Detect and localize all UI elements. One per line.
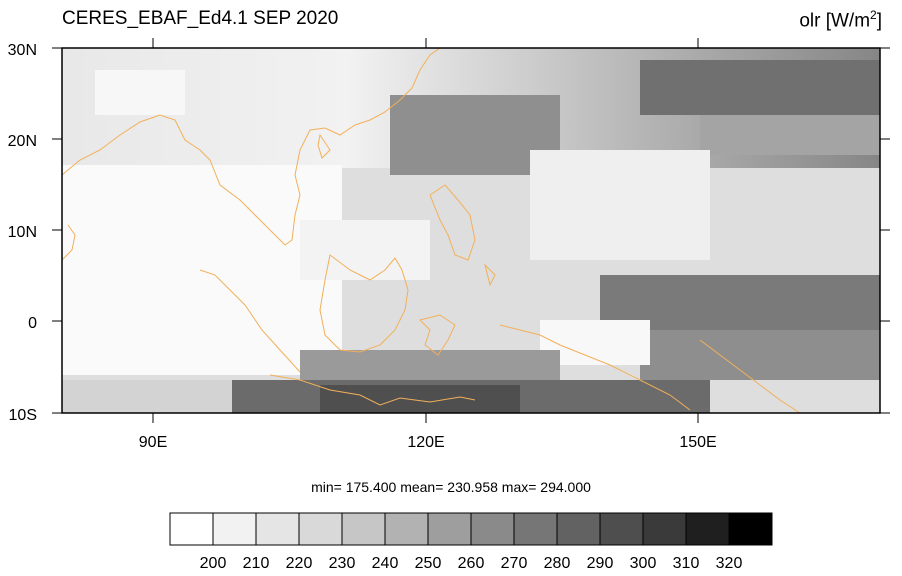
colorbar-swatch xyxy=(341,512,386,546)
colorbar-swatch xyxy=(255,512,300,546)
colorbar-label: 310 xyxy=(673,555,700,572)
colorbar-swatch xyxy=(556,512,601,546)
colorbar-label: 290 xyxy=(587,555,614,572)
colorbar-label: 260 xyxy=(458,555,485,572)
colorbar-label: 280 xyxy=(544,555,571,572)
colorbar-swatch xyxy=(513,512,558,546)
colorbar-swatch xyxy=(212,512,257,546)
lat-label: 10S xyxy=(9,407,37,424)
colorbar-swatch xyxy=(427,512,472,546)
map-title: CERES_EBAF_Ed4.1 SEP 2020 xyxy=(62,8,339,29)
colorbar-label: 250 xyxy=(415,555,442,572)
colorbar-label: 200 xyxy=(200,555,227,572)
lon-label: 150E xyxy=(679,434,716,451)
colorbar: 200 210 220 230 240 250 260 270 280 290 300 310 320 xyxy=(169,512,773,572)
colorbar-label: 220 xyxy=(286,555,313,572)
coastlines xyxy=(62,48,801,413)
colorbar-label: 270 xyxy=(501,555,528,572)
colorbar-swatch xyxy=(728,512,773,546)
colorbar-label: 320 xyxy=(716,555,743,572)
longitude-labels: 90E 120E 150E xyxy=(139,434,717,451)
statistics-line: min= 175.400 mean= 230.958 max= 294.000 xyxy=(311,479,591,495)
colorbar-swatch xyxy=(169,512,214,546)
lat-label: 10N xyxy=(8,224,37,241)
colorbar-label: 300 xyxy=(630,555,657,572)
latitude-labels: 30N 20N 10N 0 10S xyxy=(8,42,37,424)
lon-label: 90E xyxy=(139,434,167,451)
map-area xyxy=(62,48,880,413)
lon-label: 120E xyxy=(407,434,444,451)
colorbar-swatch xyxy=(685,512,730,546)
colorbar-swatch xyxy=(298,512,343,546)
lat-label: 20N xyxy=(8,133,37,150)
colorbar-swatch xyxy=(384,512,429,546)
colorbar-swatch xyxy=(642,512,687,546)
variable-label: olr [W/m2] xyxy=(799,8,882,32)
colorbar-swatch xyxy=(470,512,515,546)
map-frame xyxy=(52,38,890,423)
lat-label: 30N xyxy=(8,42,37,59)
colorbar-label: 230 xyxy=(329,555,356,572)
colorbar-label: 210 xyxy=(243,555,270,572)
colorbar-swatch xyxy=(599,512,644,546)
colorbar-label: 240 xyxy=(372,555,399,572)
lat-label: 0 xyxy=(28,315,37,332)
